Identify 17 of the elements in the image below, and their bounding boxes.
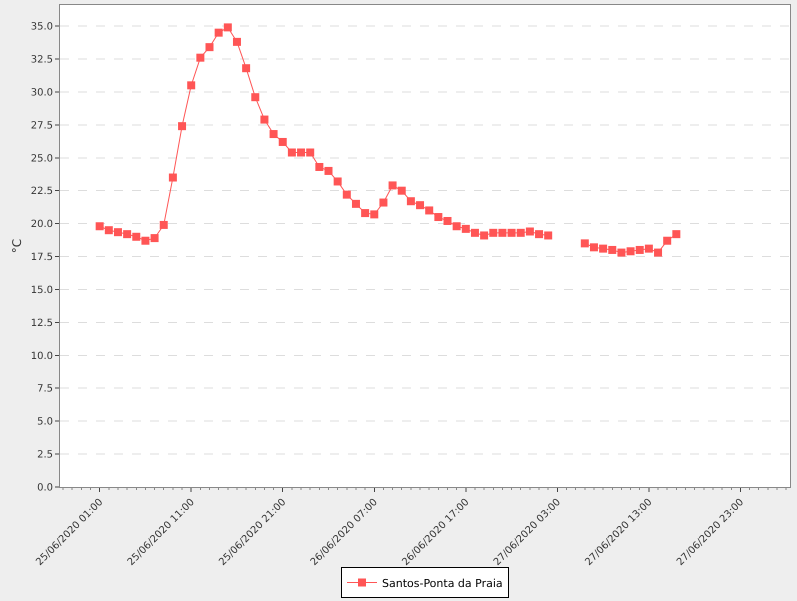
y-tick-label: 10.0 bbox=[30, 350, 53, 362]
y-tick-label: 27.5 bbox=[30, 120, 53, 132]
y-tick-label: 5.0 bbox=[37, 416, 53, 428]
legend-label: Santos-Ponta da Praia bbox=[382, 576, 503, 590]
y-tick-label: 30.0 bbox=[30, 87, 53, 98]
y-tick-label: 22.5 bbox=[30, 186, 53, 198]
y-tick-label: 25.0 bbox=[30, 153, 53, 164]
y-tick-label: 17.5 bbox=[30, 252, 53, 264]
y-tick-label: 15.0 bbox=[30, 284, 53, 296]
y-tick-label: 2.5 bbox=[37, 450, 53, 461]
y-tick-label: 12.5 bbox=[30, 318, 53, 329]
y-axis-title: °C bbox=[10, 238, 24, 254]
y-tick-label: 0.0 bbox=[37, 482, 53, 494]
y-tick-label: 35.0 bbox=[30, 22, 53, 33]
y-tick-label: 20.0 bbox=[30, 219, 53, 230]
y-tick-label: 32.5 bbox=[30, 54, 53, 66]
y-tick-label: 7.5 bbox=[37, 384, 53, 395]
